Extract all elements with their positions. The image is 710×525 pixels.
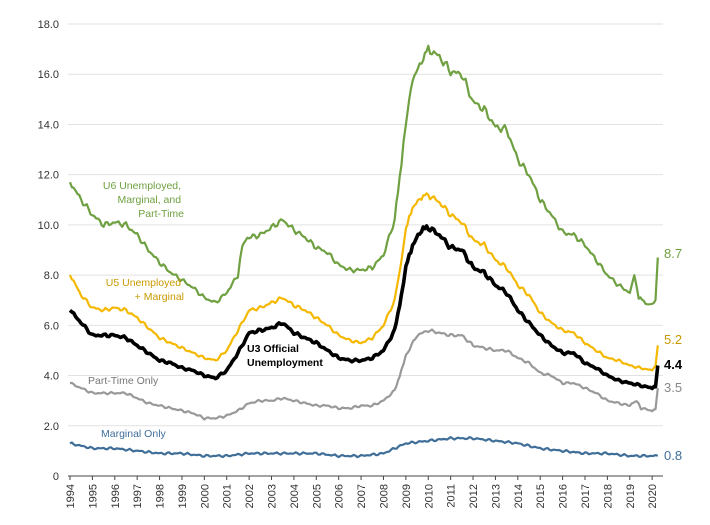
x-tick-label: 2009 — [401, 484, 413, 508]
x-tick-label: 2002 — [244, 484, 256, 508]
x-tick-label: 1994 — [65, 484, 77, 508]
y-tick-label: 2.0 — [44, 421, 59, 433]
part-time-line — [69, 328, 659, 421]
gridlines — [68, 23, 663, 427]
y-tick-label: 4.0 — [44, 371, 59, 383]
u3-label: U3 Official Unemployment — [247, 343, 323, 369]
y-tick-label: 18.0 — [38, 19, 59, 31]
u5-end-value: 5.2 — [664, 332, 682, 347]
u5-line — [68, 192, 659, 372]
x-tick-label: 2012 — [468, 484, 480, 508]
x-tick-label: 2020 — [647, 484, 659, 508]
y-tick-label: 12.0 — [38, 170, 59, 182]
x-tick-label: 2015 — [535, 484, 547, 508]
y-tick-label: 6.0 — [44, 320, 59, 332]
x-tick-label: 2008 — [378, 484, 390, 508]
x-tick-label: 2005 — [311, 484, 323, 508]
x-tick-label: 2011 — [446, 484, 458, 508]
y-axis-ticks: 0 2.0 4.0 6.0 8.0 10.0 12.0 14.0 16.0 18.0 — [38, 19, 59, 483]
x-tick-label: 2006 — [334, 484, 346, 508]
x-tick-label: 1998 — [155, 484, 167, 508]
y-tick-label: 10.0 — [38, 220, 59, 232]
x-tick-label: 1996 — [110, 484, 122, 508]
marginal-line — [69, 436, 659, 459]
x-axis-ticks: 1994 1995 1996 1997 1998 1999 2000 2001 2002 2003… — [65, 476, 659, 508]
part-time-end-value: 3.5 — [664, 380, 682, 395]
x-tick-label: 2007 — [356, 484, 368, 508]
x-tick-label: 2000 — [199, 484, 211, 508]
u6-line — [68, 44, 659, 306]
x-tick-label: 2001 — [222, 484, 234, 508]
x-tick-label: 1995 — [87, 484, 99, 508]
y-tick-label: 14.0 — [38, 119, 59, 131]
x-tick-label: 2013 — [490, 484, 502, 508]
x-tick-label: 2018 — [602, 484, 614, 508]
u5-label: U5 Unemployed + Marginal — [106, 277, 184, 303]
u3-end-value: 4.4 — [664, 357, 683, 372]
y-tick-label: 0 — [53, 471, 59, 483]
y-tick-label: 16.0 — [38, 69, 59, 81]
x-tick-label: 2016 — [558, 484, 570, 508]
x-tick-label: 2014 — [513, 484, 525, 508]
marginal-label: Marginal Only — [101, 428, 167, 440]
marginal-end-value: 0.8 — [664, 448, 682, 463]
y-tick-label: 8.0 — [44, 270, 59, 282]
x-tick-label: 1997 — [132, 484, 144, 508]
series-lines — [68, 44, 660, 459]
x-tick-label: 2003 — [267, 484, 279, 508]
x-tick-label: 2019 — [625, 484, 637, 508]
u6-end-value: 8.7 — [664, 246, 682, 261]
part-time-label: Part-Time Only — [88, 375, 159, 387]
x-tick-label: 1999 — [177, 484, 189, 508]
x-tick-label: 2004 — [289, 484, 301, 508]
u3-line — [68, 224, 660, 391]
u6-label: U6 Unemployed, Marginal, and Part-Time — [103, 180, 184, 220]
x-tick-label: 2010 — [423, 484, 435, 508]
x-tick-label: 2017 — [580, 484, 592, 508]
